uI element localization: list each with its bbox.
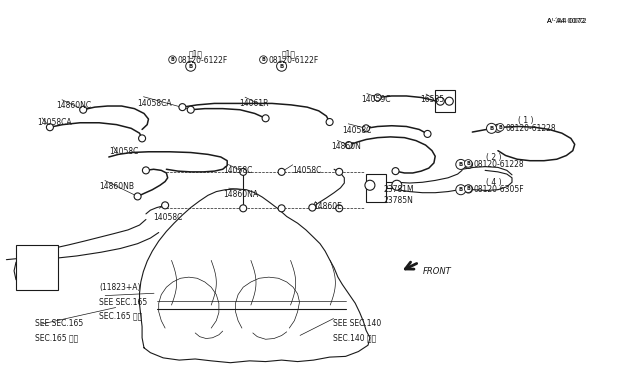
Circle shape — [326, 119, 333, 125]
Text: SEE SEC.165: SEE SEC.165 — [99, 298, 147, 307]
Text: FRONT: FRONT — [422, 267, 451, 276]
Text: B: B — [499, 125, 502, 130]
Circle shape — [456, 160, 466, 169]
Circle shape — [179, 104, 186, 110]
Circle shape — [392, 168, 399, 174]
Circle shape — [365, 180, 375, 190]
Circle shape — [497, 124, 504, 131]
Text: 08120-61228: 08120-61228 — [473, 160, 524, 169]
Text: B: B — [467, 161, 470, 166]
Text: 16585: 16585 — [420, 95, 445, 104]
Circle shape — [486, 124, 497, 133]
Circle shape — [346, 142, 352, 148]
Text: 08120-6122F: 08120-6122F — [177, 56, 228, 65]
Circle shape — [139, 135, 145, 142]
Circle shape — [456, 185, 466, 195]
Text: B: B — [467, 186, 470, 191]
Text: 14058C: 14058C — [342, 126, 372, 135]
Text: B: B — [490, 126, 493, 131]
Text: B: B — [280, 64, 284, 69]
Text: （1）: （1） — [282, 49, 296, 58]
Text: B: B — [262, 57, 265, 62]
Circle shape — [80, 106, 86, 113]
Circle shape — [143, 167, 149, 174]
Text: 14058C: 14058C — [109, 147, 138, 156]
Text: 23781M: 23781M — [384, 185, 415, 193]
Text: B: B — [459, 162, 463, 167]
Text: B: B — [459, 187, 463, 192]
Circle shape — [188, 106, 194, 113]
Circle shape — [445, 97, 453, 105]
Text: 23785N: 23785N — [384, 196, 414, 205]
Circle shape — [169, 56, 177, 64]
Text: 08120-6305F: 08120-6305F — [473, 185, 524, 194]
Text: 14860N: 14860N — [332, 142, 362, 151]
Bar — [16, 245, 58, 289]
Text: ( 4 ): ( 4 ) — [486, 178, 502, 187]
Text: 14860NB: 14860NB — [99, 182, 134, 191]
Circle shape — [465, 185, 472, 193]
Circle shape — [336, 205, 342, 212]
Circle shape — [494, 124, 502, 132]
Bar — [366, 174, 387, 202]
Text: 14058CA: 14058CA — [138, 99, 172, 108]
Circle shape — [465, 185, 472, 193]
Text: SEE SEC.165: SEE SEC.165 — [35, 319, 83, 328]
Circle shape — [436, 97, 444, 105]
Text: A'·A4 0072: A'·A4 0072 — [547, 18, 586, 24]
Circle shape — [276, 61, 287, 71]
Circle shape — [392, 180, 402, 190]
Circle shape — [465, 160, 472, 167]
Circle shape — [260, 56, 268, 64]
Circle shape — [309, 204, 316, 211]
Text: 14059C: 14059C — [361, 95, 390, 104]
Circle shape — [363, 125, 369, 132]
Text: 14058CA: 14058CA — [37, 118, 72, 127]
Text: 08120-6122F: 08120-6122F — [268, 56, 319, 65]
Text: 14860NC: 14860NC — [56, 101, 92, 110]
Text: （1）: （1） — [189, 49, 203, 58]
Bar — [435, 90, 455, 112]
Circle shape — [465, 160, 472, 169]
Text: ( 2 ): ( 2 ) — [486, 153, 502, 161]
Text: SEC.165 参照: SEC.165 参照 — [99, 312, 143, 321]
Circle shape — [47, 124, 53, 131]
Text: 14058C: 14058C — [292, 166, 321, 175]
Text: 14058C: 14058C — [154, 213, 183, 222]
Text: 14061R: 14061R — [239, 99, 269, 108]
Circle shape — [262, 115, 269, 122]
Circle shape — [424, 131, 431, 137]
Circle shape — [240, 205, 246, 212]
Text: SEE SEC.140: SEE SEC.140 — [333, 319, 381, 328]
Text: 14058C: 14058C — [223, 166, 252, 175]
Text: SEC.140 参照: SEC.140 参照 — [333, 333, 376, 342]
Circle shape — [186, 61, 196, 71]
Circle shape — [278, 169, 285, 175]
Circle shape — [240, 169, 246, 175]
Circle shape — [278, 205, 285, 212]
Text: A·´A4 0072: A·´A4 0072 — [547, 18, 587, 24]
Text: B: B — [189, 64, 193, 69]
Circle shape — [134, 193, 141, 200]
Circle shape — [162, 202, 168, 209]
Text: 14860E: 14860E — [314, 202, 342, 211]
Text: 08120-61228: 08120-61228 — [505, 124, 556, 133]
Text: 14860NA: 14860NA — [223, 190, 258, 199]
Circle shape — [336, 169, 342, 175]
Circle shape — [374, 94, 381, 101]
Text: (11823+A): (11823+A) — [99, 283, 141, 292]
Text: ( 1 ): ( 1 ) — [518, 116, 534, 125]
Text: SEC.165 参照: SEC.165 参照 — [35, 333, 79, 342]
Text: B: B — [171, 57, 174, 62]
